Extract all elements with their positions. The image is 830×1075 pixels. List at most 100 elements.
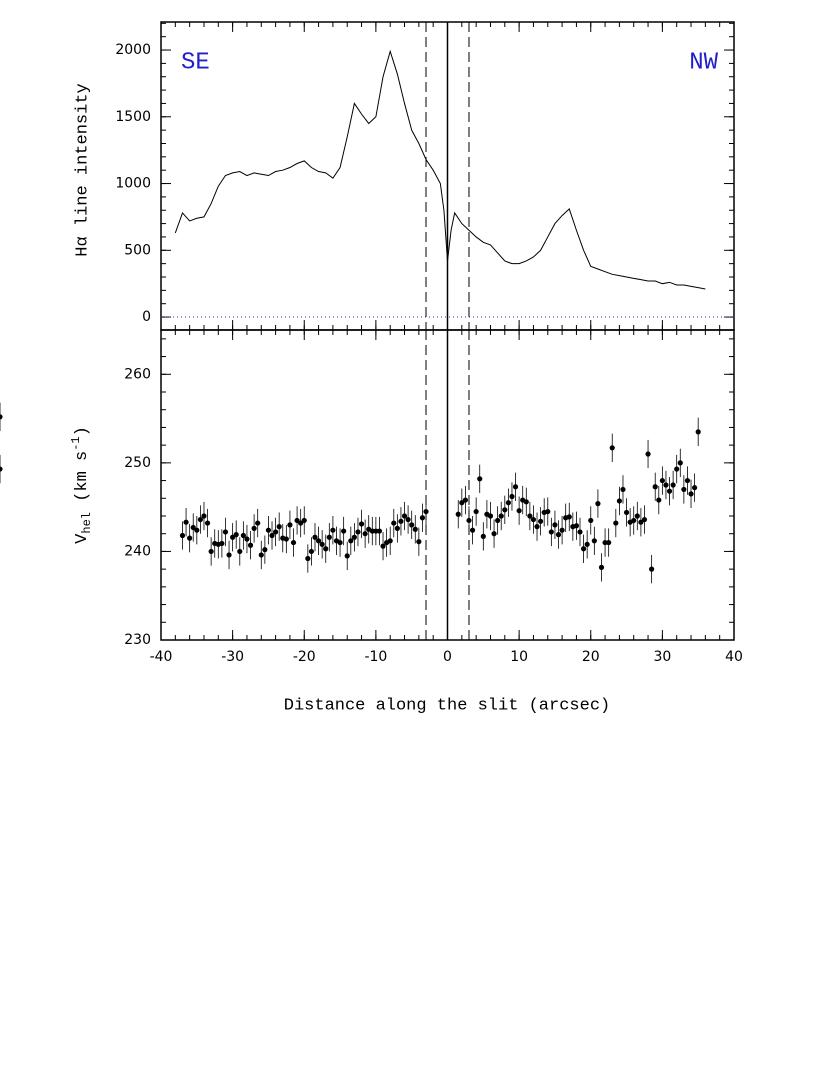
data-point <box>369 528 375 534</box>
data-point <box>559 527 565 533</box>
x-axis-label: Distance along the slit (arcsec) <box>284 696 610 715</box>
data-point <box>398 518 404 524</box>
data-point <box>247 542 254 548</box>
data-point <box>631 517 637 524</box>
data-point <box>609 445 615 451</box>
x-tick-label: 40 <box>725 649 743 665</box>
data-point <box>330 527 336 533</box>
data-point <box>183 519 189 525</box>
data-point <box>240 532 246 539</box>
data-point <box>423 508 429 515</box>
data-point <box>391 520 397 526</box>
data-point <box>663 482 669 488</box>
y-tick-label: 250 <box>124 455 151 471</box>
data-point <box>201 513 207 519</box>
annotation: NW <box>689 49 718 76</box>
data-point <box>255 520 261 526</box>
data-point <box>419 515 426 521</box>
data-point <box>477 476 483 482</box>
x-tick-label: 0 <box>443 649 452 665</box>
data-point <box>674 466 680 472</box>
data-point <box>527 513 533 519</box>
data-point <box>548 529 554 535</box>
data-point <box>265 527 272 533</box>
y-tick-label: 500 <box>124 242 151 258</box>
data-point <box>573 523 580 529</box>
data-point <box>416 539 422 545</box>
label-part: ) <box>73 426 92 436</box>
data-point <box>534 524 540 530</box>
data-point <box>355 529 361 535</box>
data-point <box>620 486 626 493</box>
data-point <box>258 552 264 558</box>
y-tick-label: 240 <box>124 543 151 559</box>
data-point <box>344 553 350 559</box>
annotation: SE <box>181 49 210 76</box>
data-point <box>273 529 279 535</box>
data-point <box>681 486 687 493</box>
data-point <box>358 521 365 527</box>
y-axis-label: Vhel (km s-1) <box>69 426 94 544</box>
data-point <box>301 517 307 524</box>
data-point <box>262 547 268 553</box>
data-point <box>638 519 644 525</box>
data-point <box>670 482 676 488</box>
data-point <box>455 511 461 517</box>
x-tick-label: -10 <box>364 649 387 665</box>
y-tick-label: 1500 <box>115 109 151 125</box>
data-point <box>552 522 558 528</box>
data-point <box>538 518 544 524</box>
data-point <box>376 528 383 534</box>
data-point <box>580 546 587 552</box>
data-point <box>341 528 347 534</box>
data-point <box>505 500 511 506</box>
data-point <box>187 535 193 541</box>
data-point <box>469 527 476 533</box>
data-point <box>459 500 465 506</box>
data-point <box>634 513 640 519</box>
data-point <box>545 508 551 515</box>
data-point <box>645 451 651 457</box>
data-point <box>401 513 408 519</box>
data-point <box>312 534 318 540</box>
data-point <box>577 529 583 535</box>
data-point <box>233 532 239 538</box>
data-point <box>179 532 186 539</box>
data-point <box>319 541 325 547</box>
data-point <box>276 524 282 530</box>
label-part: V <box>73 533 92 544</box>
data-point <box>584 541 590 547</box>
data-point <box>688 491 694 497</box>
x-tick-label: 30 <box>653 649 671 665</box>
data-point <box>588 517 594 524</box>
data-point <box>230 534 236 540</box>
data-point <box>351 534 357 540</box>
data-point <box>315 538 322 544</box>
data-point <box>498 513 504 519</box>
data-point <box>566 514 572 520</box>
data-point <box>677 460 683 466</box>
data-point <box>197 516 203 523</box>
data-point <box>695 429 701 435</box>
data-point <box>509 493 515 500</box>
data-point <box>0 466 3 472</box>
data-point <box>606 539 612 546</box>
data-point <box>491 531 497 537</box>
label-part: hel <box>80 512 94 534</box>
data-point <box>405 516 411 523</box>
y-tick-label: 1000 <box>115 176 151 192</box>
y-tick-label: 2000 <box>115 42 151 58</box>
data-point <box>298 520 304 526</box>
data-point <box>251 525 257 532</box>
x-tick-label: 10 <box>510 649 528 665</box>
data-point <box>595 501 601 507</box>
data-point <box>412 526 418 532</box>
data-point <box>659 477 665 484</box>
data-point <box>294 517 300 524</box>
data-point <box>244 536 250 542</box>
data-point <box>348 538 354 544</box>
data-point <box>308 548 315 555</box>
y-tick-label: 230 <box>124 632 151 648</box>
data-point <box>190 524 196 531</box>
data-point <box>495 517 501 524</box>
